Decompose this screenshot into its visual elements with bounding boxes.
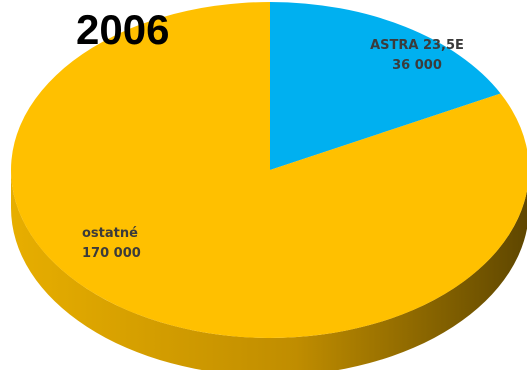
pie-slice-astra-23-5e (270, 2, 501, 170)
chart-title: 2006 (76, 6, 170, 53)
pie-side-wall (11, 170, 527, 370)
data-label-astra-value: 36 000 (392, 58, 442, 73)
data-label-astra-name: ASTRA 23,5E (370, 38, 464, 53)
data-label-ostatne-value: 170 000 (82, 246, 141, 261)
data-label-astra: ASTRA 23,5E 36 000 (357, 36, 477, 76)
data-label-ostatne: ostatné 170 000 (82, 224, 192, 264)
pie-slice-ostatn (11, 2, 527, 338)
data-label-ostatne-name: ostatné (82, 226, 138, 241)
